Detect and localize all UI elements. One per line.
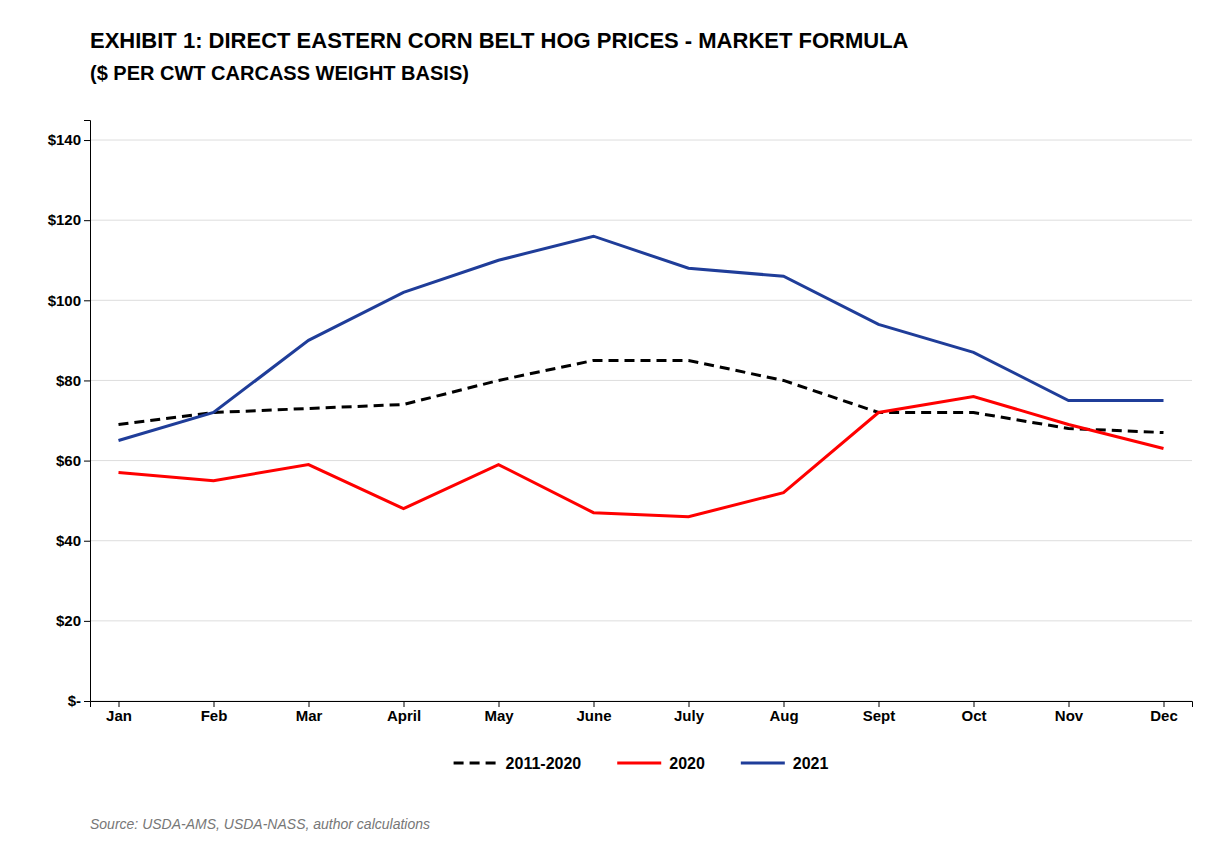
- x-tick-label: Nov: [1055, 707, 1084, 724]
- y-tick-mark: [84, 461, 90, 462]
- legend-label: 2021: [793, 755, 829, 772]
- y-tick-label: $100: [48, 292, 81, 309]
- series-line: [119, 236, 1164, 440]
- x-tick: Sept: [863, 701, 896, 724]
- x-tick: Nov: [1055, 701, 1084, 724]
- y-tick: $-: [68, 692, 90, 709]
- title: EXHIBIT 1: DIRECT EASTERN CORN BELT HOG …: [90, 28, 909, 53]
- y-tick-label: $140: [48, 131, 81, 148]
- x-tick-label: Sept: [863, 707, 896, 724]
- x-tick: April: [387, 701, 421, 724]
- legend-label: 2011-2020: [506, 755, 582, 772]
- y-tick-label: $40: [56, 532, 81, 549]
- x-tick-label: June: [576, 707, 611, 724]
- chart: EXHIBIT 1: DIRECT EASTERN CORN BELT HOG …: [0, 0, 1232, 851]
- x-tick-label: Aug: [769, 707, 798, 724]
- legend-swatch: [741, 762, 785, 765]
- lines: [119, 236, 1164, 516]
- x-tick: June: [576, 701, 611, 724]
- source-note: Source: USDA-AMS, USDA-NASS, author calc…: [90, 816, 430, 832]
- y-axis: $- $20 $40 $60 $80 $100 $120 $140: [48, 121, 91, 710]
- x-axis-line: [91, 702, 1193, 708]
- grid-line: [90, 620, 1192, 621]
- grid-line: [90, 540, 1192, 541]
- legend-item: 2011-2020: [454, 755, 582, 772]
- grid-line: [90, 140, 1192, 141]
- y-tick: $20: [56, 612, 90, 629]
- legend-item: 2020: [617, 755, 705, 772]
- y-tick-label: $80: [56, 372, 81, 389]
- y-tick: $60: [56, 452, 90, 469]
- legend-label: 2020: [669, 755, 705, 772]
- y-tick-mark: [84, 541, 90, 542]
- x-tick: Mar: [296, 701, 323, 724]
- x-tick: Feb: [201, 701, 228, 724]
- legend-item: 2021: [741, 755, 829, 772]
- y-tick-label: $60: [56, 452, 81, 469]
- x-tick-label: Oct: [961, 707, 986, 724]
- y-tick: $140: [48, 131, 90, 148]
- y-tick-mark: [84, 220, 90, 221]
- legend-swatch: [454, 762, 498, 765]
- x-tick: Aug: [769, 701, 798, 724]
- subtitle: ($ PER CWT CARCASS WEIGHT BASIS): [90, 62, 469, 84]
- x-axis: Jan Feb Mar April May June July Aug Sept Oct Nov De…: [91, 701, 1193, 724]
- y-tick-label: $-: [68, 692, 81, 709]
- grid-line: [90, 460, 1192, 461]
- y-tick-mark: [84, 701, 90, 702]
- series-line: [119, 360, 1164, 432]
- x-tick: Dec: [1150, 701, 1178, 724]
- y-tick: $80: [56, 372, 90, 389]
- x-tick-label: April: [387, 707, 421, 724]
- x-tick-label: Jan: [106, 707, 132, 724]
- plot-area: $- $20 $40 $60 $80 $100 $120 $140 Jan Feb Mar April…: [48, 121, 1193, 724]
- grid: [90, 140, 1192, 701]
- x-tick-label: Dec: [1150, 707, 1178, 724]
- y-tick-mark: [84, 621, 90, 622]
- y-tick-mark: [84, 140, 90, 141]
- grid-line: [90, 220, 1192, 221]
- y-tick-label: $120: [48, 211, 81, 228]
- y-tick-mark: [84, 380, 90, 381]
- x-tick: Jan: [106, 701, 132, 724]
- y-tick: $100: [48, 292, 90, 309]
- y-tick-mark: [84, 300, 90, 301]
- x-tick-label: Mar: [296, 707, 323, 724]
- x-tick-label: July: [674, 707, 705, 724]
- y-tick: $120: [48, 211, 90, 228]
- y-tick: $40: [56, 532, 90, 549]
- x-tick-label: May: [484, 707, 514, 724]
- y-axis-line: [84, 121, 91, 702]
- x-tick: Oct: [961, 701, 986, 724]
- x-tick: May: [484, 701, 514, 724]
- x-tick-label: Feb: [201, 707, 228, 724]
- y-tick-label: $20: [56, 612, 81, 629]
- x-tick: July: [674, 701, 705, 724]
- grid-line: [90, 300, 1192, 301]
- legend-swatch: [617, 762, 661, 765]
- legend: 2011-2020 2020 2021: [454, 755, 829, 772]
- series-line: [119, 396, 1164, 516]
